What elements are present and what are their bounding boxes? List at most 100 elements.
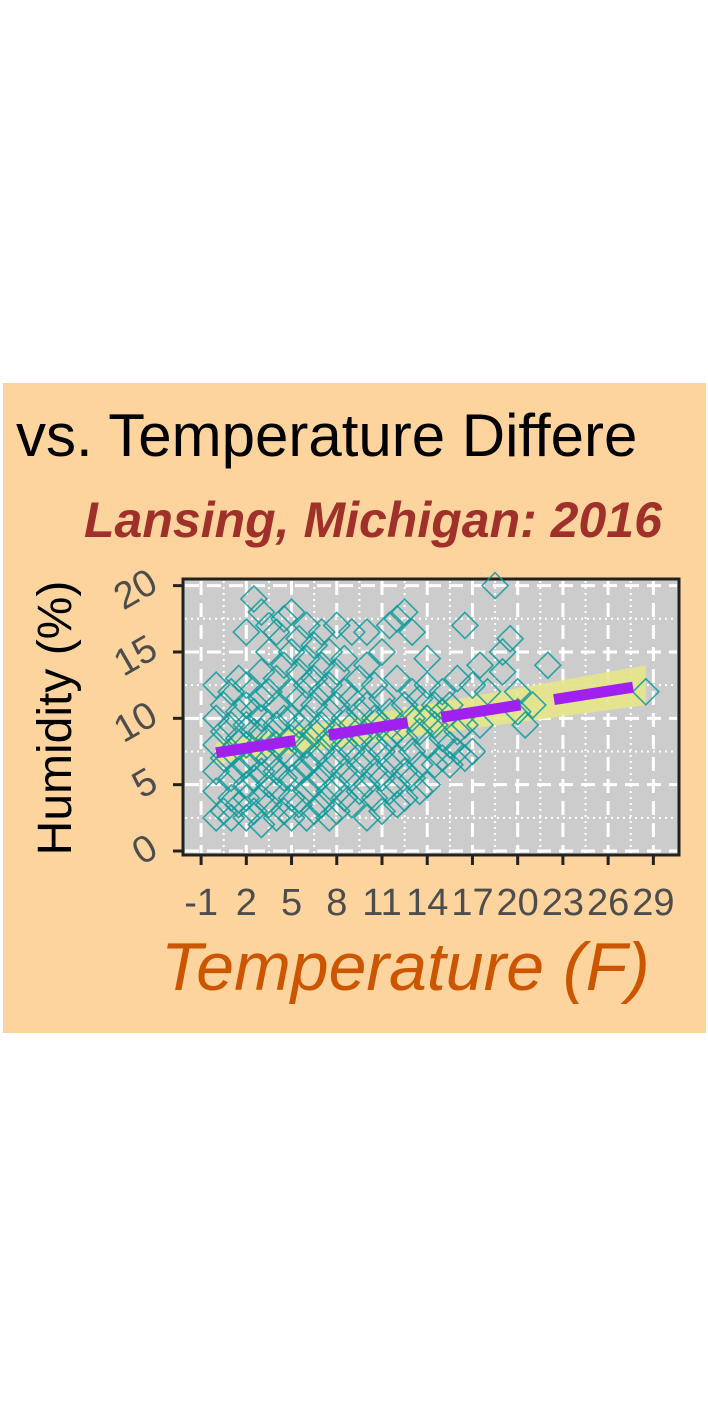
x-tick-label: 20 — [497, 882, 539, 924]
x-axis-label: Temperature (F) — [161, 929, 650, 1005]
data-point — [269, 704, 299, 733]
data-point — [382, 604, 412, 633]
data-point — [315, 671, 344, 700]
data-point — [247, 810, 276, 839]
data-point — [420, 750, 449, 779]
data-point — [398, 737, 427, 766]
x-axis: -1 2 5 8 11 14 17 20 23 26 29 — [184, 855, 675, 924]
data-point — [443, 717, 472, 746]
data-point — [202, 671, 231, 700]
data-point — [307, 651, 336, 680]
data-point — [398, 763, 427, 793]
data-point — [224, 757, 253, 786]
data-point — [247, 684, 276, 713]
data-point — [254, 677, 284, 706]
data-point — [413, 730, 442, 759]
data-point — [254, 637, 284, 667]
data-point — [247, 757, 276, 786]
data-point — [202, 757, 231, 786]
data-point — [217, 763, 246, 793]
data-point — [315, 777, 344, 806]
data-point — [322, 797, 351, 826]
data-point — [345, 664, 374, 693]
data-point — [232, 730, 261, 759]
data-point — [352, 803, 382, 832]
data-point — [360, 671, 389, 700]
data-point — [352, 744, 382, 773]
x-tick-label: 17 — [451, 882, 493, 924]
data-point — [232, 770, 261, 799]
x-tick-label: 23 — [542, 882, 584, 924]
x-tick-label: 11 — [362, 882, 401, 924]
plot-area — [181, 571, 681, 857]
data-point — [300, 664, 329, 693]
data-point — [202, 730, 231, 759]
data-point — [337, 684, 366, 713]
data-point — [277, 803, 306, 832]
data-point — [217, 710, 246, 740]
data-point — [458, 737, 487, 766]
data-point — [496, 624, 525, 653]
chart-subtitle: Lansing, Michigan: 2016 — [84, 492, 663, 548]
data-point — [307, 677, 336, 706]
data-point — [382, 664, 412, 693]
data-point — [202, 803, 231, 832]
data-point — [428, 697, 457, 726]
data-point — [300, 797, 329, 826]
data-point — [488, 637, 517, 667]
data-point — [435, 750, 464, 779]
data-point — [465, 710, 495, 740]
data-point — [247, 657, 276, 687]
data-point — [292, 777, 321, 806]
data-point — [254, 790, 284, 819]
data-point — [405, 717, 434, 746]
data-point — [284, 757, 314, 786]
data-point — [465, 651, 495, 680]
data-point — [375, 724, 404, 753]
data-point — [413, 644, 442, 673]
data-point — [390, 783, 419, 813]
data-point — [458, 671, 487, 700]
data-point — [390, 598, 419, 627]
data-point — [315, 637, 344, 667]
data-point — [247, 598, 276, 627]
x-tick-label: 14 — [406, 882, 448, 924]
data-point — [345, 697, 374, 726]
data-point — [262, 617, 291, 647]
data-point — [322, 657, 351, 687]
data-point — [224, 697, 253, 726]
data-point — [307, 617, 336, 647]
data-point — [232, 783, 261, 813]
chart-title: vs. Temperature Differe — [16, 402, 637, 469]
data-point — [352, 770, 382, 799]
data-point — [367, 684, 397, 713]
data-point — [330, 644, 359, 673]
data-point — [307, 710, 336, 740]
data-point — [254, 744, 284, 773]
data-point — [345, 750, 374, 779]
data-point — [262, 664, 291, 693]
data-point — [480, 571, 510, 600]
data-point — [367, 763, 397, 793]
data-point — [450, 611, 480, 640]
data-point — [315, 697, 344, 726]
y-axis-label: Humidity (%) — [29, 581, 82, 856]
data-point — [337, 763, 366, 793]
x-tick-label: 2 — [236, 882, 257, 924]
data-point — [375, 750, 404, 779]
data-point — [284, 657, 314, 687]
data-point — [232, 803, 261, 832]
data-point — [307, 763, 336, 793]
data-point — [533, 651, 562, 680]
data-point — [247, 704, 276, 733]
data-point — [345, 777, 374, 806]
data-point — [277, 598, 306, 627]
data-point — [398, 617, 427, 647]
data-point — [269, 651, 299, 680]
data-point — [217, 677, 246, 706]
data-point — [232, 671, 261, 700]
data-point — [269, 604, 299, 633]
data-point — [284, 684, 314, 713]
y-tick-label: 20 — [107, 561, 165, 619]
x-tick-label: 8 — [326, 882, 347, 924]
